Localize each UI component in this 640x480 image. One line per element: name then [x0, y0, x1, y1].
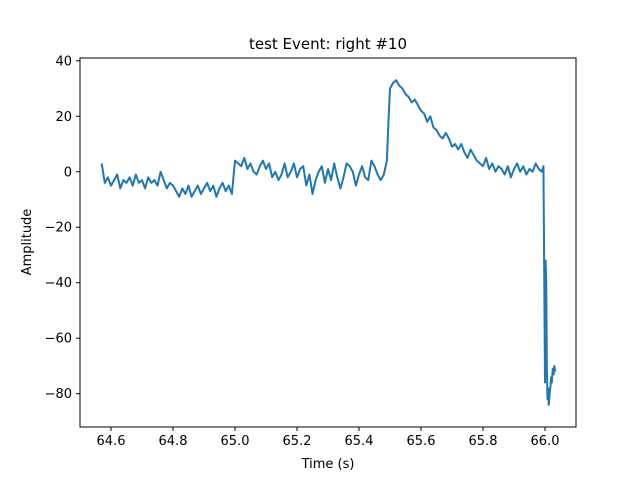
x-tick-label: 64.6	[97, 434, 126, 449]
y-tick-label: 0	[64, 165, 72, 180]
y-axis: 40 20 0 −20 −40 −60 −80	[45, 54, 80, 402]
y-tick-label: 20	[55, 110, 72, 125]
y-tick-label: −20	[45, 221, 72, 236]
y-tick-label: −40	[45, 276, 72, 291]
plot-area	[100, 79, 557, 406]
chart-title: test Event: right #10	[249, 35, 407, 53]
series-line-0	[100, 79, 557, 406]
axes-frame	[79, 57, 577, 428]
y-tick-label: −60	[45, 332, 72, 347]
x-tick-label: 65.8	[469, 434, 498, 449]
x-tick-label: 65.2	[283, 434, 312, 449]
x-tick-label: 65.6	[407, 434, 436, 449]
x-tick-label: 66.0	[531, 434, 560, 449]
y-axis-label: Amplitude	[20, 209, 35, 276]
x-tick-label: 65.0	[221, 434, 250, 449]
y-tick-label: −80	[45, 387, 72, 402]
x-tick-label: 65.4	[345, 434, 374, 449]
y-tick-label: 40	[55, 54, 72, 69]
x-tick-label: 64.8	[159, 434, 188, 449]
x-axis-label: Time (s)	[301, 457, 355, 472]
x-axis: 64.6 64.8 65.0 65.2 65.4 65.6 65.8 66.0	[97, 427, 560, 449]
